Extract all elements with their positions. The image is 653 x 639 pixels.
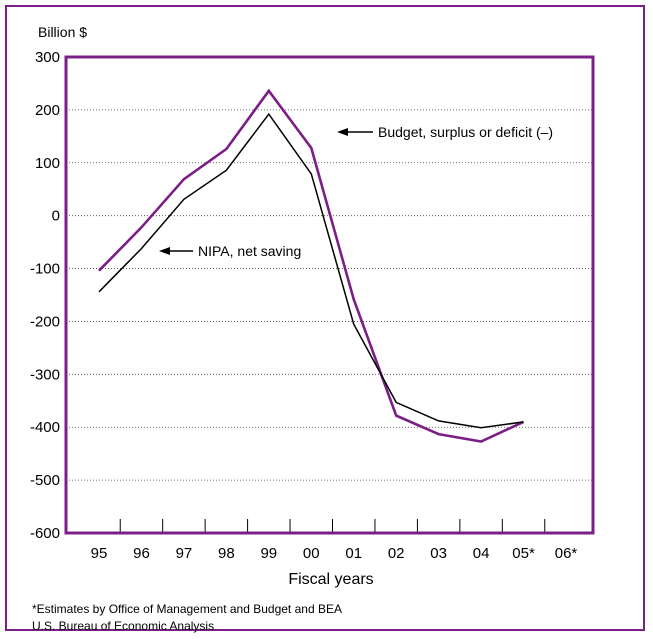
y-tick-label: 100 [35,155,60,172]
x-tick-label: 97 [176,545,193,562]
x-tick-label: 95 [91,545,108,562]
x-tick-label: 99 [260,545,277,562]
x-tick-label: 00 [303,545,320,562]
y-tick-label: -200 [30,313,60,330]
x-tick-label: 02 [388,545,405,562]
annotations: Budget, surplus or deficit (–) NIPA, net … [159,124,553,259]
nipa-net-saving-line [98,112,524,429]
plot-area-border [64,55,595,535]
annotation-budget: Budget, surplus or deficit (–) [378,124,553,140]
x-tick-label: 01 [345,545,362,562]
x-axis-label: Fiscal years [288,571,373,588]
annotation-arrow-head [159,247,170,255]
x-tick-label: 98 [218,545,235,562]
y-tick-label: 200 [35,102,60,119]
y-axis-label: Billion $ [38,24,87,40]
footnote: *Estimates by Office of Management and B… [32,602,342,616]
tick-labels: 300 200 100 0 -100 -200 -300 -400 -500 -600 95 96 97… [30,49,577,562]
y-tick-label: -100 [30,261,60,278]
y-tick-label: -600 [30,525,60,542]
x-tick-label: 03 [430,545,447,562]
budget-surplus-deficit-line [98,88,525,443]
y-tick-label: -500 [30,472,60,489]
x-tick-label: 96 [133,545,150,562]
y-tick-label: -300 [30,366,60,383]
x-tick-label: 05* [512,545,535,562]
y-tick-label: 0 [52,208,60,225]
source-credit: U.S. Bureau of Economic Analysis [32,619,215,633]
x-tick-label: 04 [473,545,490,562]
series-lines [98,88,525,443]
x-tick-label: 06* [555,545,578,562]
y-tick-label: 300 [35,49,60,66]
gridlines [66,109,593,533]
annotation-nipa: NIPA, net saving [198,243,301,259]
chart-frame [5,5,645,631]
annotation-arrow-head [337,128,348,136]
y-tick-label: -400 [30,419,60,436]
